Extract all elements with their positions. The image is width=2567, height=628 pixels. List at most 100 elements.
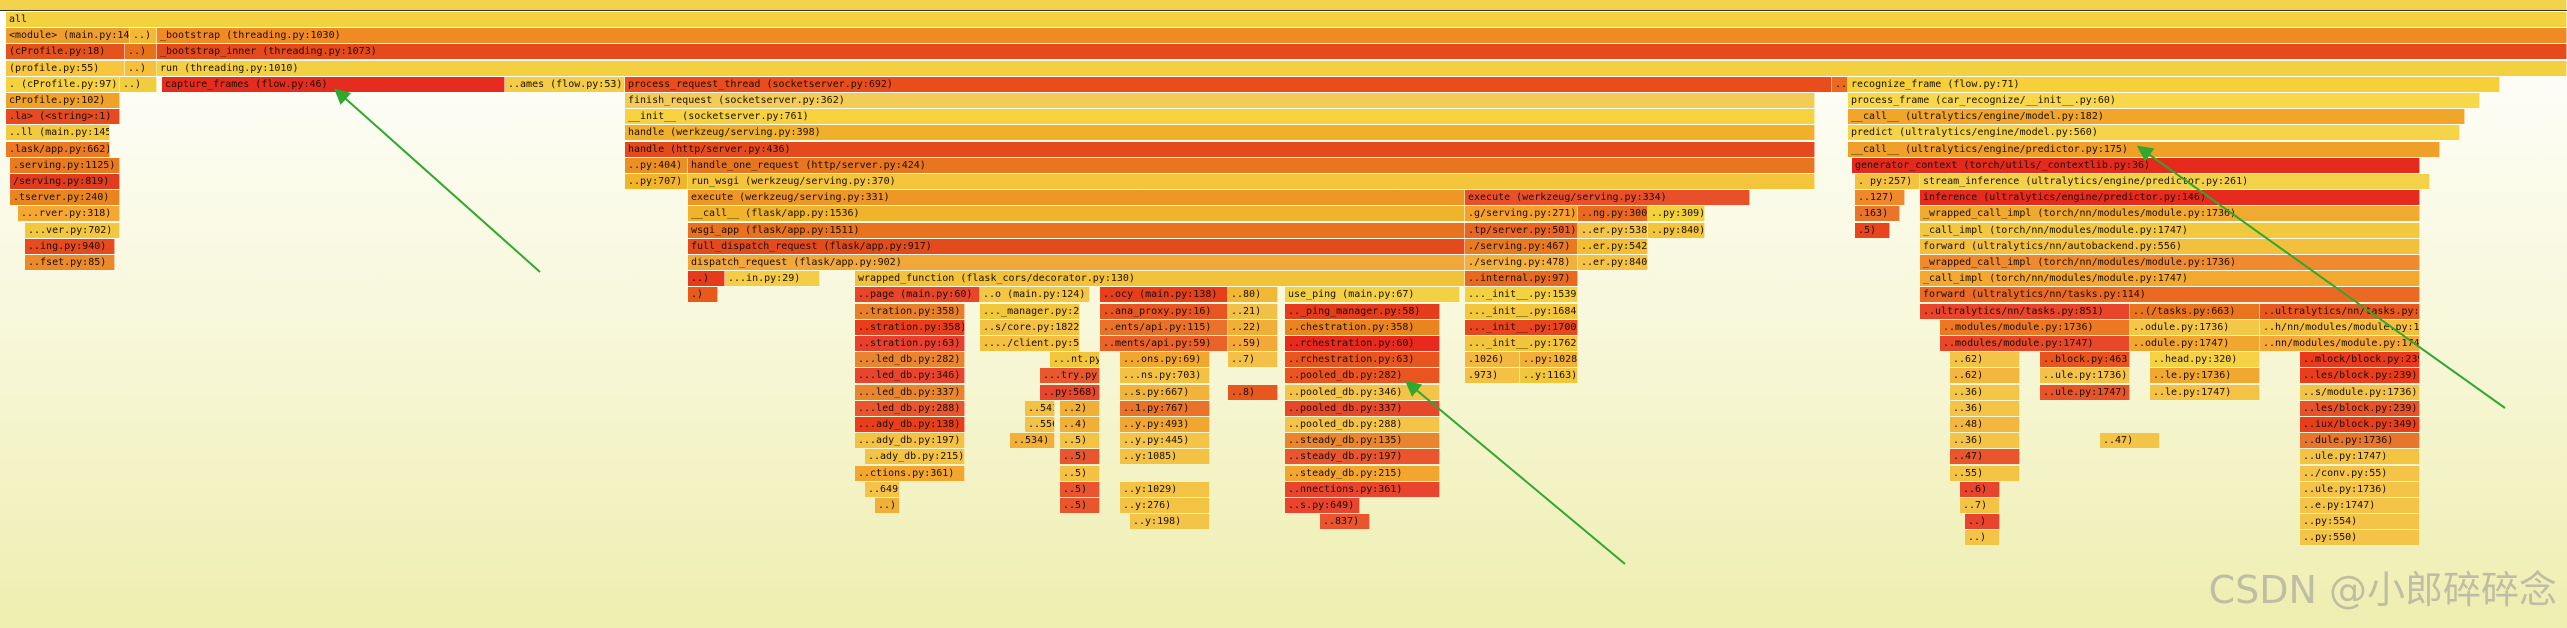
flame-frame[interactable]: ...led_db.py:288) — [855, 400, 965, 416]
flame-frame[interactable]: ..5) — [1060, 465, 1100, 481]
flame-frame[interactable]: ..ing.py:940) — [25, 238, 115, 254]
flame-frame[interactable]: ./serving.py:478) — [1465, 255, 1578, 270]
flame-frame[interactable]: ..5) — [1060, 481, 1100, 497]
flame-frame[interactable]: ./serving.py:467) — [1465, 238, 1578, 254]
flame-frame[interactable]: .la> (<string>:1) — [6, 109, 120, 125]
flame-frame[interactable]: ..er.py:542) — [1578, 238, 1648, 254]
flame-frame[interactable]: ..le.py:1747) — [2150, 384, 2260, 400]
flame-frame[interactable]: ..ultralytics/nn/tasks.py:851) — [1920, 303, 2130, 319]
flame-frame[interactable]: ..62) — [1950, 352, 2020, 368]
flame-frame[interactable]: capture_frames (flow.py:46) — [162, 76, 505, 92]
flame-frame[interactable]: _wrapped_call_impl (torch/nn/modules/mod… — [1920, 206, 2420, 222]
flame-frame[interactable]: ..7) — [1228, 352, 1278, 368]
flame-frame[interactable]: ..py:554) — [2300, 514, 2420, 530]
flame-frame[interactable]: ..nn/modules/module.py:1747) — [2260, 336, 2420, 351]
flame-frame[interactable]: ..5) — [1060, 498, 1100, 513]
flame-frame[interactable]: forward (ultralytics/nn/tasks.py:114) — [1920, 287, 2420, 303]
flame-frame[interactable]: ..ule.py:1747) — [2040, 384, 2130, 400]
flame-frame[interactable]: ..odule.py:1736) — [2130, 319, 2260, 335]
flame-frame[interactable]: run_wsgi (werkzeug/serving.py:370) — [688, 174, 1815, 189]
flame-frame-root[interactable]: all — [6, 12, 2567, 27]
flame-frame[interactable]: ..pooled_db.py:282) — [1285, 368, 1440, 384]
flame-frame[interactable]: ..py:404) — [625, 157, 688, 173]
flame-frame[interactable]: handle (werkzeug/serving.py:398) — [625, 125, 1815, 141]
flame-frame[interactable]: ..page (main.py:60) — [855, 287, 980, 303]
flame-frame[interactable]: ..._init__.py:1762) — [1465, 336, 1578, 351]
flame-frame[interactable]: ..stration.py:358) — [855, 319, 965, 335]
flame-frame[interactable]: ..le.py:1736) — [2150, 368, 2260, 384]
flame-frame[interactable]: ..7) — [1960, 498, 2000, 513]
flame-frame[interactable]: (profile.py:55) — [6, 60, 125, 76]
flame-frame[interactable]: .tserver.py:240) — [10, 190, 120, 206]
flame-frame[interactable]: ..) — [125, 60, 157, 76]
flame-frame[interactable]: ..../client.py:559) — [980, 336, 1080, 351]
flame-frame[interactable]: ..py:1028) — [1520, 352, 1578, 368]
flame-frame[interactable]: ..h/nn/modules/module.py:1736) — [2260, 319, 2420, 335]
flame-frame[interactable]: full_dispatch_request (flask/app.py:917) — [688, 238, 1465, 254]
flame-frame[interactable]: ..) — [120, 76, 157, 92]
flame-frame[interactable]: ..) — [1965, 514, 2000, 530]
flame-frame[interactable]: <module> (main.py:149) — [6, 28, 130, 44]
flame-frame[interactable]: ..59) — [1228, 336, 1278, 351]
flame-frame[interactable]: ..rchestration.py:60) — [1285, 336, 1440, 351]
flame-frame[interactable]: ..e.py:1747) — [2300, 498, 2420, 513]
flame-frame[interactable]: dispatch_request (flask/app.py:902) — [688, 255, 1465, 270]
flame-frame[interactable]: ..tration.py:358) — [855, 303, 965, 319]
flame-frame[interactable]: ..dule.py:1736) — [2300, 433, 2420, 449]
flame-frame[interactable]: _bootstrap (threading.py:1030) — [157, 28, 2567, 44]
flame-frame[interactable]: use_ping (main.py:67) — [1285, 287, 1460, 303]
flame-frame[interactable]: _wrapped_call_impl (torch/nn/modules/mod… — [1920, 255, 2420, 270]
flame-frame[interactable]: ..modules/module.py:1736) — [1940, 319, 2130, 335]
flame-frame[interactable]: /serving.py:819) — [10, 174, 120, 189]
flame-frame[interactable]: __call__ (flask/app.py:1536) — [688, 206, 1465, 222]
flame-frame[interactable]: ..o (main.py:124) — [980, 287, 1090, 303]
flame-frame[interactable]: ..steady_db.py:215) — [1285, 465, 1440, 481]
flame-frame[interactable]: .tp/server.py:501) — [1465, 222, 1578, 238]
flame-frame[interactable]: handle_one_request (http/server.py:424) — [688, 157, 1815, 173]
flame-frame[interactable]: ..47) — [2100, 433, 2160, 449]
flame-frame[interactable]: .) — [688, 287, 718, 303]
flame-frame[interactable]: ..556) — [1025, 417, 1055, 432]
flame-frame[interactable]: ..55) — [1950, 465, 2020, 481]
flame-frame[interactable]: wrapped_function (flask_cors/decorator.p… — [855, 271, 1465, 287]
flame-frame[interactable]: ..rchestration.py:63) — [1285, 352, 1440, 368]
flame-frame[interactable]: . (cProfile.py:97) — [6, 76, 120, 92]
flame-frame[interactable]: ..1.py:767) — [1120, 400, 1210, 416]
flame-frame[interactable]: ..ng.py:300) — [1578, 206, 1648, 222]
flame-frame[interactable]: ..y:276) — [1120, 498, 1210, 513]
flame-frame[interactable]: ..s/core.py:1822) — [980, 319, 1080, 335]
flame-frame[interactable]: recognize_frame (flow.py:71) — [1848, 76, 2500, 92]
flame-frame[interactable]: .lask/app.py:662) — [6, 141, 110, 157]
flame-frame[interactable]: .973) — [1465, 368, 1520, 384]
flame-frame[interactable]: ...led_db.py:337) — [855, 384, 965, 400]
flame-frame[interactable]: ..) — [1965, 530, 2000, 546]
flame-frame[interactable]: stream_inference (ultralytics/engine/pre… — [1920, 174, 2430, 189]
flame-frame[interactable]: ..py:707) — [625, 174, 688, 189]
flame-frame[interactable]: generator_context (torch/utils/_contextl… — [1852, 157, 2420, 173]
flame-frame[interactable]: ..534) — [1010, 433, 1055, 449]
flame-frame[interactable]: ..stration.py:63) — [855, 336, 965, 351]
flame-frame[interactable]: ..ultralytics/nn/tasks.py:657) — [2260, 303, 2420, 319]
flame-frame[interactable]: ..) — [688, 271, 725, 287]
flame-frame[interactable]: ..127) — [1855, 190, 1905, 206]
flame-frame[interactable]: ..py:550) — [2300, 530, 2420, 546]
flame-frame[interactable]: ..s.py:649) — [1285, 498, 1360, 513]
flame-frame[interactable]: ..ule.py:1736) — [2300, 481, 2420, 497]
flame-frame[interactable]: ..er.py:538) — [1578, 222, 1648, 238]
flame-frame[interactable]: ..22) — [1228, 319, 1278, 335]
flame-frame[interactable]: ../conv.py:55) — [2300, 465, 2420, 481]
flame-frame[interactable]: ..21) — [1228, 303, 1278, 319]
flame-frame[interactable]: ...ns.py:703) — [1120, 368, 1210, 384]
flame-frame[interactable]: execute (werkzeug/serving.py:334) — [1465, 190, 1750, 206]
flame-frame[interactable]: ..y:1163) — [1520, 368, 1578, 384]
flame-frame[interactable]: ..47) — [1950, 449, 2020, 465]
flame-frame[interactable]: ..les/block.py:239) — [2300, 400, 2420, 416]
flame-frame[interactable]: _bootstrap_inner (threading.py:1073) — [157, 44, 2567, 60]
flame-frame[interactable]: ..pooled_db.py:288) — [1285, 417, 1440, 432]
flame-frame[interactable]: ..nnections.py:361) — [1285, 481, 1440, 497]
flame-frame[interactable]: ..modules/module.py:1747) — [1940, 336, 2130, 351]
flame-frame[interactable]: ..80) — [1228, 287, 1278, 303]
flame-frame[interactable]: ..ocy (main.py:138) — [1100, 287, 1228, 303]
flame-frame[interactable]: ..649) — [865, 481, 900, 497]
flame-frame[interactable]: _call_impl (torch/nn/modules/module.py:1… — [1920, 222, 2420, 238]
